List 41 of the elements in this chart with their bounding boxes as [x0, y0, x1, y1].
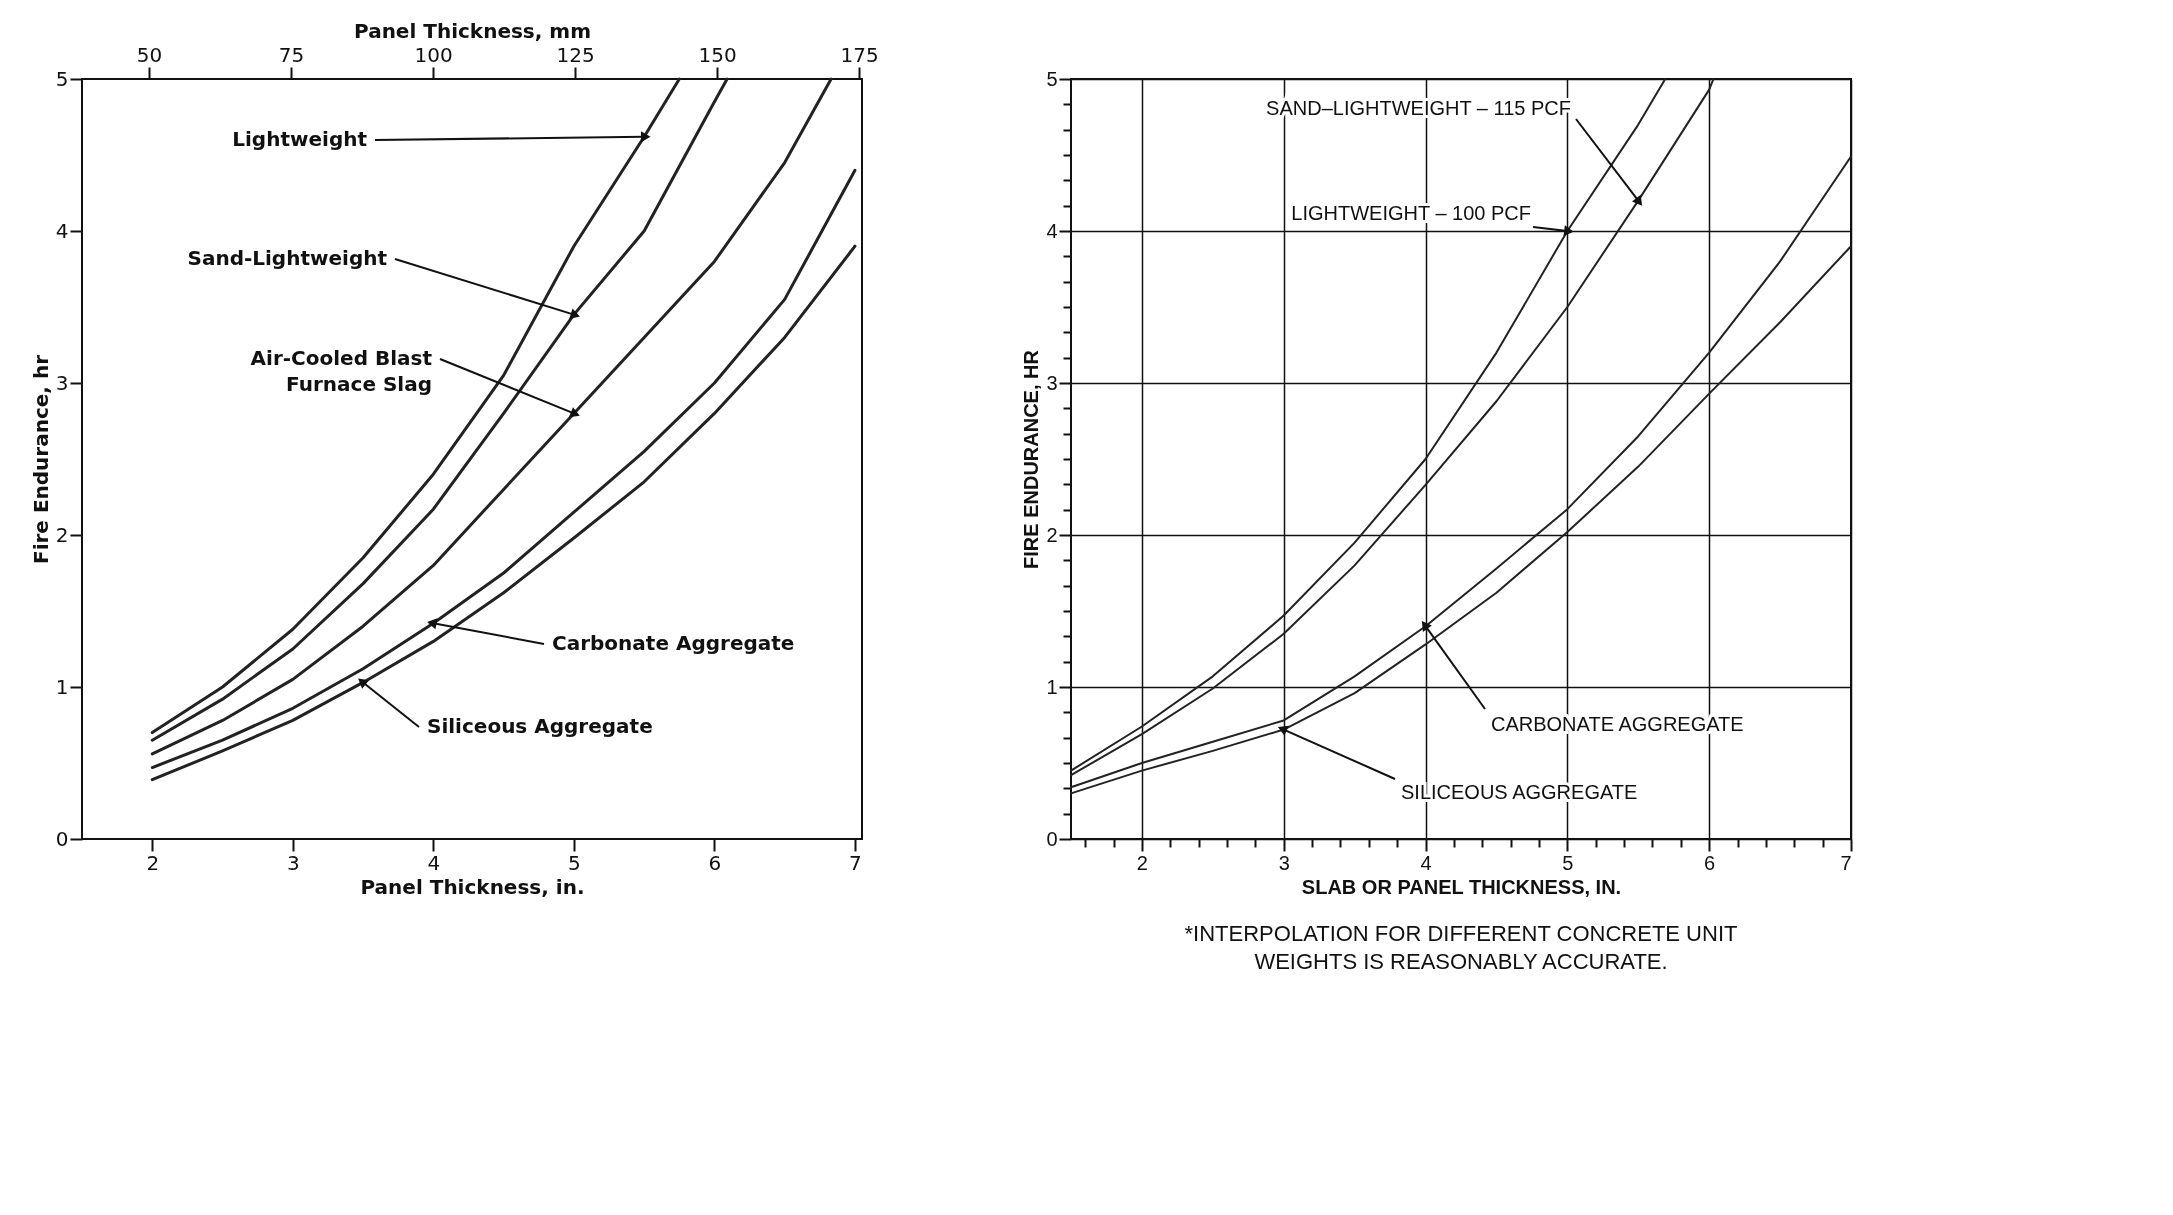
x-tick-label: 2 — [1136, 851, 1148, 874]
x-axis-title: SLAB OR PANEL THICKNESS, IN. — [1301, 875, 1622, 898]
x2-tick-label: 75 — [278, 42, 305, 67]
text: Siliceous Aggregate — [427, 714, 653, 738]
x2-tick-label: 100 — [414, 42, 453, 67]
y-tick-label: 3 — [1046, 371, 1058, 394]
y-axis-title: FIRE ENDURANCE, HR — [1020, 349, 1043, 569]
x-axis-title: Panel Thickness, in. — [360, 874, 585, 899]
text: Lightweight — [232, 127, 368, 151]
y-tick-label: 2 — [1046, 523, 1058, 546]
x2-tick-label: 150 — [698, 42, 737, 67]
y-tick-label: 4 — [55, 218, 69, 243]
x-tick-label: 4 — [1420, 851, 1432, 874]
text: Air-Cooled Blast Furnace Slag — [250, 346, 433, 396]
y-tick-label: 5 — [1046, 67, 1058, 90]
x-tick-label: 4 — [427, 850, 441, 875]
x-tick-label: 2 — [146, 850, 160, 875]
x-tick-label: 3 — [1278, 851, 1290, 874]
x2-tick-label: 175 — [840, 42, 879, 67]
y-axis-title: Fire Endurance, hr — [28, 354, 53, 565]
x-tick-label: 7 — [1840, 851, 1852, 874]
x-tick-label: 5 — [568, 850, 581, 875]
x-tick-label: 6 — [1704, 851, 1716, 874]
x-tick-label: 3 — [286, 850, 300, 875]
y-tick-label: 0 — [1046, 827, 1058, 850]
text: *INTERPOLATION FOR DIFFERENT CONCRETE UNIT WEIGHTS IS REASONABLY ACCURATE. — [1184, 921, 1738, 974]
x-tick-label: 6 — [708, 850, 722, 875]
y-tick-label: 3 — [55, 370, 69, 395]
text: Sand-Lightweight — [187, 246, 388, 270]
y-tick-label: 2 — [55, 522, 69, 547]
x2-axis-title: Panel Thickness, mm — [354, 18, 591, 43]
x-tick-label: 5 — [1562, 851, 1574, 874]
y-tick-label: 0 — [55, 826, 69, 851]
y-tick-label: 1 — [1046, 675, 1058, 698]
y-tick-label: 1 — [55, 674, 69, 699]
x-tick-label: 7 — [849, 850, 862, 875]
x2-tick-label: 125 — [556, 42, 595, 67]
text: Carbonate Aggregate — [552, 631, 795, 655]
y-tick-label: 4 — [1046, 219, 1058, 242]
y-tick-label: 5 — [55, 66, 69, 91]
x2-tick-label: 50 — [136, 42, 163, 67]
